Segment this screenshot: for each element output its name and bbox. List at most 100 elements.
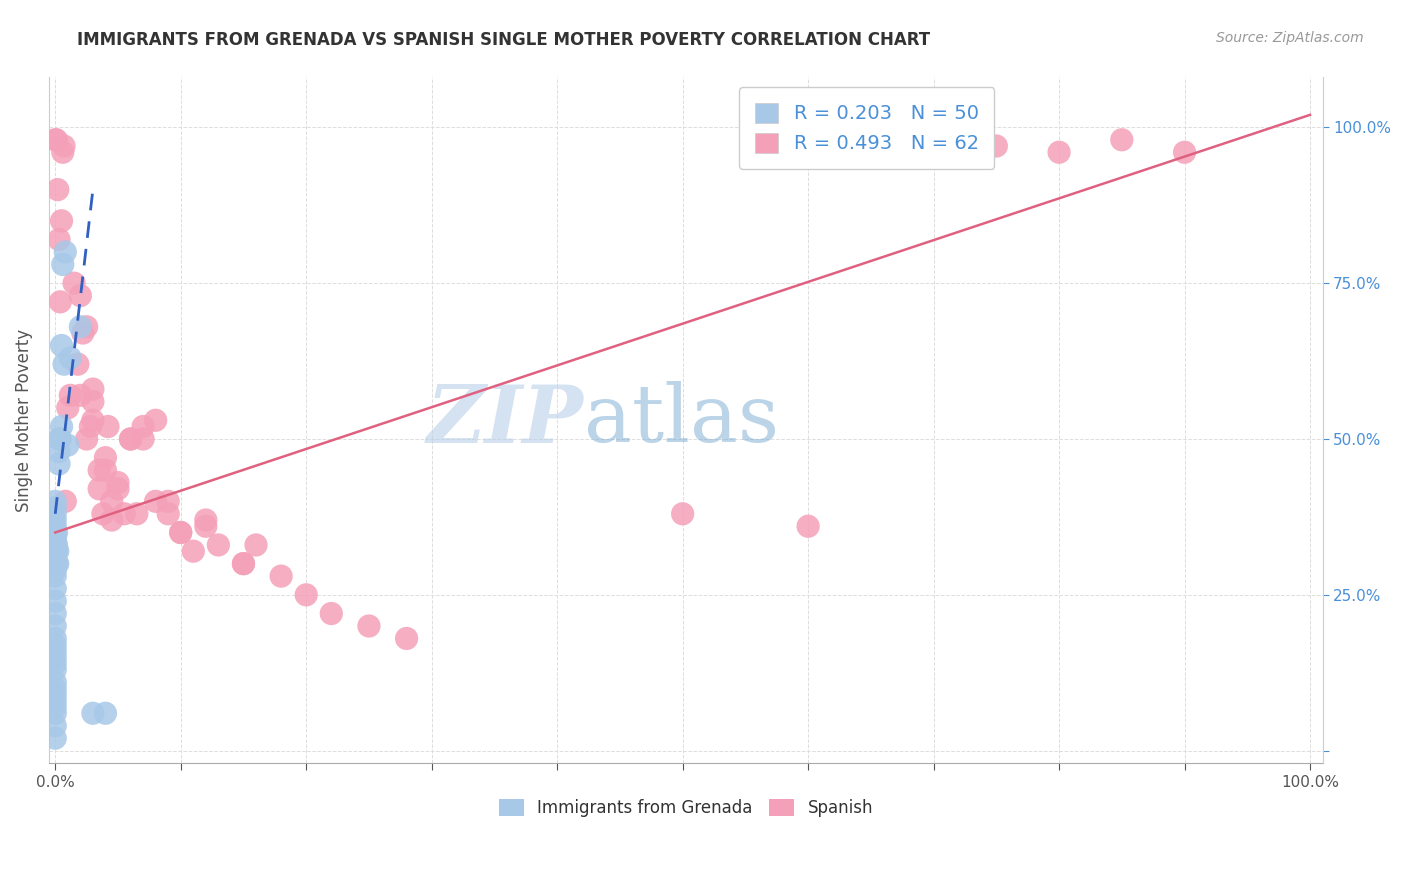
Point <box>44 619 66 633</box>
Text: Source: ZipAtlas.com: Source: ZipAtlas.com <box>1216 31 1364 45</box>
Point <box>207 538 229 552</box>
Point <box>89 463 111 477</box>
Point <box>157 494 180 508</box>
Point <box>100 494 122 508</box>
Point <box>94 450 117 465</box>
Point <box>44 657 66 671</box>
Point <box>120 432 142 446</box>
Point <box>44 550 66 565</box>
Point <box>79 419 101 434</box>
Point <box>1174 145 1197 160</box>
Point <box>52 257 75 271</box>
Point <box>59 388 82 402</box>
Point <box>44 650 66 665</box>
Point <box>82 394 104 409</box>
Point <box>44 507 66 521</box>
Point <box>45 133 67 147</box>
Point <box>44 607 66 621</box>
Point <box>46 557 69 571</box>
Point <box>49 294 72 309</box>
Point <box>157 507 180 521</box>
Point <box>46 183 69 197</box>
Point <box>44 525 66 540</box>
Point <box>89 482 111 496</box>
Point <box>72 326 94 340</box>
Point <box>120 432 142 446</box>
Point <box>232 557 254 571</box>
Point <box>44 582 66 596</box>
Point <box>52 145 75 160</box>
Point <box>145 494 167 508</box>
Point <box>44 700 66 714</box>
Point <box>53 139 76 153</box>
Point <box>44 731 66 746</box>
Point <box>45 538 67 552</box>
Point <box>132 432 155 446</box>
Point <box>100 513 122 527</box>
Point <box>194 519 217 533</box>
Point <box>395 632 418 646</box>
Point <box>82 706 104 721</box>
Point <box>49 432 72 446</box>
Point <box>125 507 148 521</box>
Point <box>44 557 66 571</box>
Point <box>91 507 114 521</box>
Point <box>112 507 135 521</box>
Point <box>48 444 70 458</box>
Text: IMMIGRANTS FROM GRENADA VS SPANISH SINGLE MOTHER POVERTY CORRELATION CHART: IMMIGRANTS FROM GRENADA VS SPANISH SINGL… <box>77 31 931 49</box>
Point <box>797 519 820 533</box>
Y-axis label: Single Mother Poverty: Single Mother Poverty <box>15 329 32 512</box>
Point <box>986 139 1008 153</box>
Point <box>245 538 267 552</box>
Point <box>94 706 117 721</box>
Point <box>107 482 129 496</box>
Point <box>107 475 129 490</box>
Point <box>94 463 117 477</box>
Point <box>44 532 66 546</box>
Point <box>270 569 292 583</box>
Point <box>69 288 91 302</box>
Point <box>44 694 66 708</box>
Point <box>44 494 66 508</box>
Point <box>48 233 70 247</box>
Point <box>45 544 67 558</box>
Point <box>66 357 89 371</box>
Point <box>44 663 66 677</box>
Point <box>132 419 155 434</box>
Legend: Immigrants from Grenada, Spanish: Immigrants from Grenada, Spanish <box>492 792 880 823</box>
Point <box>44 688 66 702</box>
Point <box>56 438 79 452</box>
Point <box>357 619 380 633</box>
Point <box>181 544 204 558</box>
Point <box>232 557 254 571</box>
Text: ZIP: ZIP <box>427 382 583 459</box>
Point <box>194 513 217 527</box>
Point <box>44 675 66 690</box>
Text: atlas: atlas <box>583 381 779 459</box>
Point <box>53 244 76 259</box>
Point <box>1111 133 1133 147</box>
Point <box>170 525 193 540</box>
Point <box>51 214 73 228</box>
Point <box>321 607 343 621</box>
Point <box>1047 145 1070 160</box>
Point <box>69 319 91 334</box>
Point <box>44 632 66 646</box>
Point <box>82 413 104 427</box>
Point <box>44 563 66 577</box>
Point <box>44 519 66 533</box>
Point <box>97 419 120 434</box>
Point <box>44 594 66 608</box>
Point <box>48 457 70 471</box>
Point <box>53 357 76 371</box>
Point <box>53 494 76 508</box>
Point <box>295 588 318 602</box>
Point <box>63 276 86 290</box>
Point <box>45 557 67 571</box>
Point <box>44 644 66 658</box>
Point <box>44 133 66 147</box>
Point <box>170 525 193 540</box>
Point <box>76 319 98 334</box>
Point <box>59 351 82 365</box>
Point <box>44 513 66 527</box>
